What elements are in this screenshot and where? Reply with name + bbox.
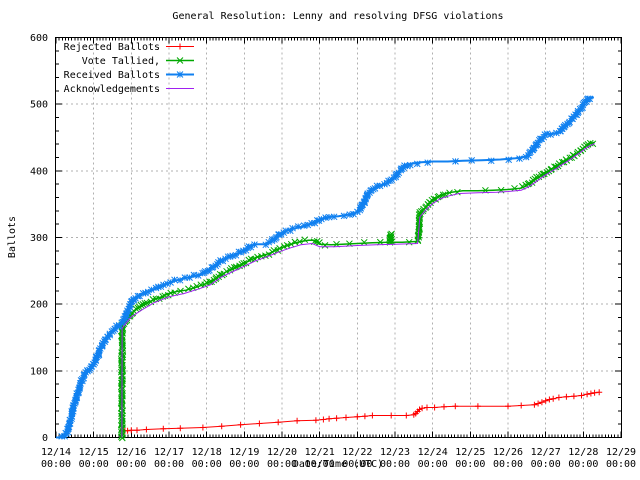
svg-text:12/20: 12/20 — [267, 447, 297, 458]
tick-labels: 010020030040050060012/1400:0012/1500:001… — [30, 33, 636, 470]
legend-label-received-ballots: Received Ballots — [64, 70, 160, 81]
svg-text:12/17: 12/17 — [154, 447, 184, 458]
svg-text:12/21: 12/21 — [305, 447, 335, 458]
x-axis-label: Date/Time (UTC) — [292, 459, 384, 470]
svg-text:00:00: 00:00 — [418, 459, 448, 470]
svg-text:00:00: 00:00 — [531, 459, 561, 470]
svg-text:00:00: 00:00 — [380, 459, 410, 470]
svg-text:500: 500 — [30, 100, 48, 111]
series-acknowledgements — [121, 143, 595, 438]
plot-border — [55, 37, 622, 438]
svg-text:0: 0 — [42, 433, 48, 444]
svg-text:100: 100 — [30, 366, 48, 377]
svg-text:00:00: 00:00 — [342, 459, 372, 470]
svg-text:200: 200 — [30, 300, 48, 311]
svg-text:12/16: 12/16 — [116, 447, 146, 458]
series-rejected-ballots — [119, 389, 603, 434]
svg-text:00:00: 00:00 — [267, 459, 297, 470]
svg-text:12/19: 12/19 — [229, 447, 259, 458]
svg-text:12/29: 12/29 — [606, 447, 636, 458]
svg-text:12/26: 12/26 — [493, 447, 523, 458]
svg-text:12/15: 12/15 — [79, 447, 109, 458]
svg-text:12/14: 12/14 — [41, 447, 71, 458]
svg-text:00:00: 00:00 — [154, 459, 184, 470]
series-received-ballots — [56, 95, 594, 440]
svg-text:12/25: 12/25 — [455, 447, 485, 458]
svg-text:300: 300 — [30, 233, 48, 244]
svg-text:12/22: 12/22 — [342, 447, 372, 458]
chart-title: General Resolution: Lenny and resolving … — [172, 11, 504, 22]
svg-text:00:00: 00:00 — [606, 459, 636, 470]
svg-text:00:00: 00:00 — [79, 459, 109, 470]
grid — [56, 37, 621, 438]
svg-text:00:00: 00:00 — [493, 459, 523, 470]
svg-text:00:00: 00:00 — [305, 459, 335, 470]
svg-text:400: 400 — [30, 166, 48, 177]
svg-text:600: 600 — [30, 33, 48, 44]
svg-text:00:00: 00:00 — [229, 459, 259, 470]
svg-text:12/27: 12/27 — [531, 447, 561, 458]
svg-text:00:00: 00:00 — [568, 459, 598, 470]
svg-text:00:00: 00:00 — [192, 459, 222, 470]
legend: Rejected Ballots Vote Tallied, Received Ba… — [64, 42, 194, 95]
svg-text:00:00: 00:00 — [455, 459, 485, 470]
y-axis-label: Ballots — [7, 215, 18, 259]
legend-label-acknowledgements: Acknowledgements — [64, 84, 160, 95]
legend-label-vote-tallied: Vote Tallied, — [82, 56, 160, 67]
series-vote-tallied — [117, 139, 597, 442]
svg-text:12/24: 12/24 — [418, 447, 448, 458]
svg-text:00:00: 00:00 — [41, 459, 71, 470]
legend-label-rejected-ballots: Rejected Ballots — [64, 42, 160, 53]
svg-text:12/23: 12/23 — [380, 447, 410, 458]
svg-text:12/18: 12/18 — [192, 447, 222, 458]
svg-text:00:00: 00:00 — [116, 459, 146, 470]
svg-text:12/28: 12/28 — [568, 447, 598, 458]
